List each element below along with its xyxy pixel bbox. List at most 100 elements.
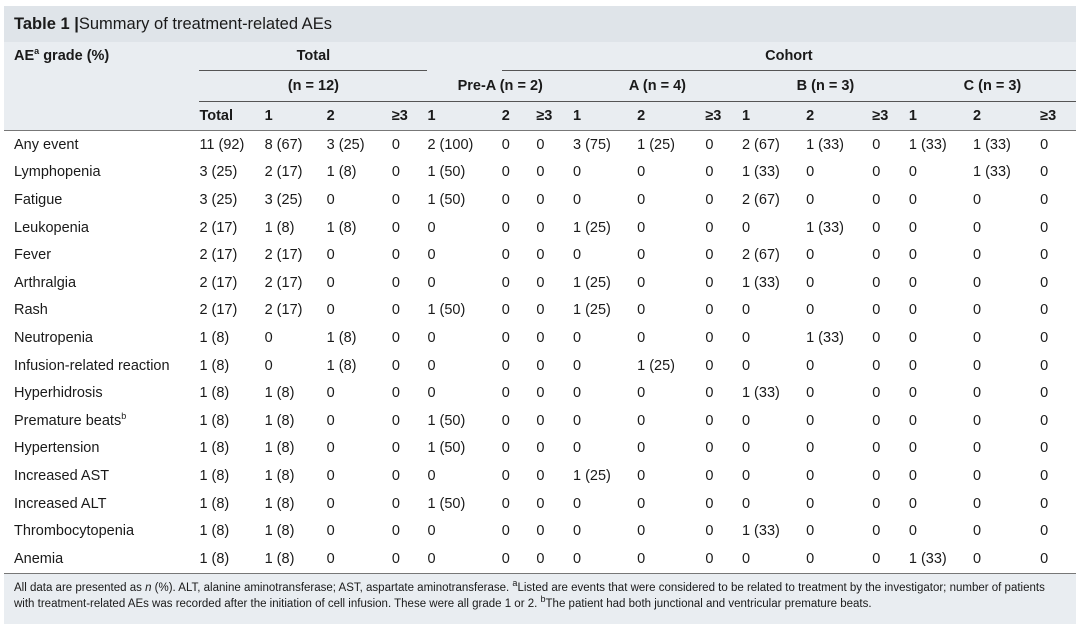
table-row: Lymphopenia 3 (25) 2 (17) 1 (8) 0 1 (50) 0 0 0 0 0… [4, 159, 1076, 187]
grade-header: 2 [806, 108, 815, 124]
header-row-grades: Total 1 2 ≥3 1 2 ≥3 1 2 ≥3 1 2 ≥3 1 2 ≥3 [4, 101, 1076, 131]
table-cell: 0 [572, 385, 582, 402]
table-cell: 0 [872, 191, 881, 208]
table-cell: 0 [973, 191, 982, 208]
table-cell: 0 [501, 412, 510, 429]
table-cell: 0 [1040, 440, 1049, 457]
row-label: Increased AST [14, 467, 110, 484]
table-cell: 0 [637, 385, 646, 402]
table-cell: 0 [572, 164, 582, 181]
table-cell: 0 [536, 129, 573, 159]
table-cell: 0 [872, 164, 881, 181]
table-cell: 0 [536, 329, 545, 346]
table-cell: 0 [536, 385, 545, 402]
table-cell: 0 [806, 495, 815, 512]
table-cell: 0 [705, 357, 714, 374]
row-label: Arthralgia [14, 274, 77, 291]
table-cell: 0 [1040, 412, 1049, 429]
table-cell: 0 [391, 329, 400, 346]
row-label: Rash [14, 302, 48, 319]
row-label: Thrombocytopenia [14, 523, 135, 540]
table-cell: 0 [872, 523, 881, 540]
table-cell: 0 [1040, 129, 1076, 159]
table-cell: 0 [872, 219, 881, 236]
row-label: Anemia [14, 550, 64, 567]
table-cell: 0 [908, 440, 917, 457]
table-cell: 0 [326, 412, 335, 429]
table-row: Premature beatsb 1 (8) 1 (8) 0 0 1 (50) 0 0 0 0 0 0… [4, 407, 1076, 435]
table-cell: 0 [908, 219, 917, 236]
table-cell: 0 [908, 274, 917, 291]
table-cell: 0 [637, 219, 646, 236]
row-label: Fatigue [14, 191, 63, 208]
table-cell: 0 [391, 550, 400, 567]
table-cell: 0 [872, 467, 881, 484]
table-cell: 0 [326, 247, 335, 264]
grade-header: 1 [908, 108, 917, 124]
table-cell: 1 (33) [741, 274, 780, 291]
table-cell: 0 [391, 219, 400, 236]
table-cell: 0 [572, 191, 582, 208]
table-title-number: Table 1 | [14, 14, 79, 33]
table-cell: 1 (8) [199, 467, 230, 484]
table-cell: 0 [536, 191, 545, 208]
table-row: Fatigue 3 (25) 3 (25) 0 0 1 (50) 0 0 0 0 0 2 (67) 0 0… [4, 186, 1076, 214]
table-cell: 2 (17) [264, 302, 303, 319]
table-cell: 0 [973, 495, 982, 512]
table-cell: 0 [741, 495, 751, 512]
table-cell: 0 [501, 495, 510, 512]
table-cell: 1 (33) [741, 523, 780, 540]
table-cell: 0 [806, 467, 815, 484]
ae-grade-header: AEa grade (%) [14, 46, 110, 65]
table-cell: 1 (50) [427, 191, 466, 208]
table-cell: 0 [572, 523, 582, 540]
table-cell: 0 [326, 495, 335, 512]
table-cell: 0 [872, 412, 881, 429]
table-cell: 0 [391, 385, 400, 402]
table-cell: 0 [806, 164, 815, 181]
table-cell: 0 [572, 440, 582, 457]
table-row: Thrombocytopenia 1 (8) 1 (8) 0 0 0 0 0 0 0 0 1 (33)… [4, 517, 1076, 545]
grade-header: 2 [501, 108, 510, 124]
table-cell: 1 (33) [973, 164, 1011, 181]
cohort-b-header: B (n = 3) [741, 70, 909, 102]
table-cell: 0 [501, 302, 510, 319]
table-cell: 0 [872, 385, 881, 402]
table-cell: 1 (8) [264, 495, 295, 512]
table-cell: 0 [806, 440, 815, 457]
grade-header: 1 [741, 108, 751, 124]
row-label: Lymphopenia [14, 164, 101, 181]
table-cell: 0 [427, 329, 436, 346]
grade-header: ≥3 [391, 108, 408, 124]
grade-header: 2 [326, 108, 335, 124]
grade-header: 1 [572, 108, 582, 124]
table-cell: 0 [1040, 274, 1049, 291]
table-cell: 0 [872, 129, 909, 159]
grade-header: ≥3 [705, 108, 722, 124]
table-cell: 0 [806, 247, 815, 264]
table-cell: 0 [908, 247, 917, 264]
table-cell: 0 [326, 523, 335, 540]
table-cell: 1 (8) [264, 385, 295, 402]
table-cell: 0 [501, 129, 537, 159]
grade-header: 1 [264, 108, 273, 124]
table-cell: 0 [741, 412, 751, 429]
table-cell: 0 [806, 302, 815, 319]
table-cell: 3 (25) [326, 129, 392, 159]
table-cell: 0 [391, 274, 400, 291]
cohort-c-header: C (n = 3) [908, 70, 1076, 102]
table-cell: 0 [705, 412, 714, 429]
grade-header: 1 [427, 108, 436, 124]
table-cell: 0 [741, 357, 751, 374]
table-figure: Table 1 | Summary of treatment-related A… [4, 6, 1076, 624]
table-cell: 0 [391, 440, 400, 457]
cohort-a-header: A (n = 4) [572, 70, 742, 102]
table-cell: 0 [973, 550, 982, 567]
table-cell: 3 (25) [199, 164, 238, 181]
table-row: Any event 11 (92) 8 (67) 3 (25) 0 2 (100) 0 0 3 … [4, 129, 1076, 159]
grade-header: ≥3 [872, 108, 889, 124]
table-cell: 2 (67) [741, 247, 780, 264]
table-cell: 0 [973, 274, 982, 291]
table-cell: 0 [326, 440, 335, 457]
table-cell: 0 [872, 247, 881, 264]
